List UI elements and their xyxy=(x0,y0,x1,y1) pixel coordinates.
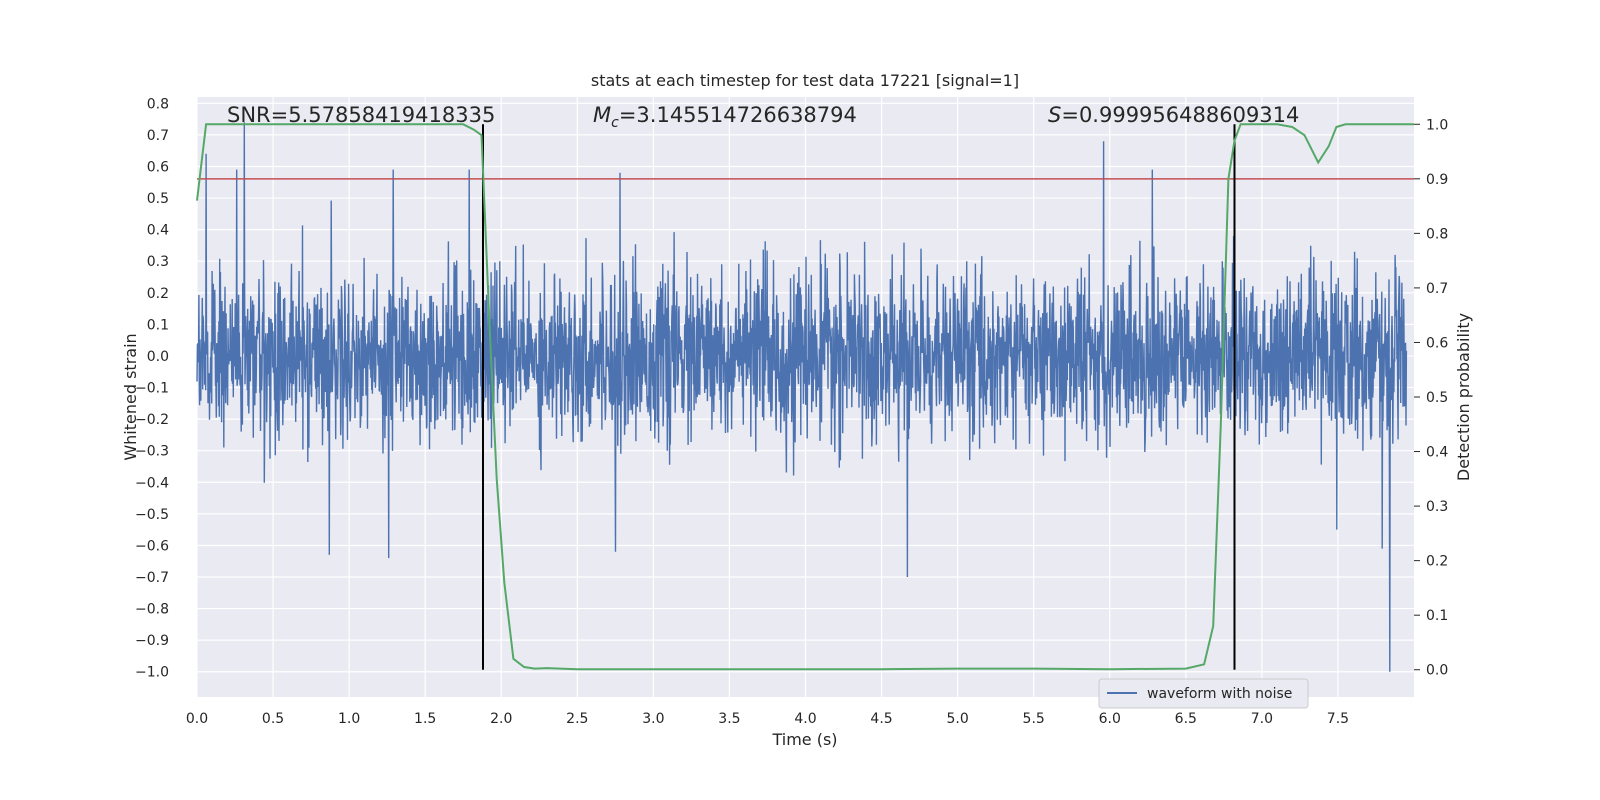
y-left-tick-label: 0.8 xyxy=(147,96,169,112)
y-right-tick-label: 0.7 xyxy=(1426,281,1448,297)
waveform-line xyxy=(196,122,1408,672)
x-tick-label: 0.5 xyxy=(262,711,284,727)
y-left-tick-label: −0.4 xyxy=(135,475,169,491)
y-right-tick-label: 0.0 xyxy=(1426,663,1448,679)
x-tick-label: 6.5 xyxy=(1175,711,1197,727)
x-tick-label: 5.5 xyxy=(1023,711,1045,727)
x-tick-label: 7.5 xyxy=(1327,711,1349,727)
y-left-tick-label: 0.0 xyxy=(147,349,169,365)
y-left-tick-label: 0.6 xyxy=(147,159,169,175)
x-tick-label: 3.5 xyxy=(718,711,740,727)
y-right-tick-label: 0.1 xyxy=(1426,608,1448,624)
x-tick-label: 3.0 xyxy=(642,711,664,727)
y-left-tick-label: −0.3 xyxy=(135,444,169,460)
probability-series xyxy=(196,123,1414,671)
y-right-tick-label: 0.2 xyxy=(1426,554,1448,570)
y-left-tick-label: 0.2 xyxy=(147,286,169,302)
y-left-tick-label: −0.1 xyxy=(135,381,169,397)
snr-annotation: SNR=5.57858419418335 xyxy=(227,103,495,127)
legend-waveform-label: waveform with noise xyxy=(1147,686,1292,702)
x-tick-label: 2.0 xyxy=(490,711,512,727)
score-value: =0.999956488609314 xyxy=(1061,103,1299,127)
score-annotation: S=0.999956488609314 xyxy=(1048,103,1299,127)
y-left-tick-label: 0.1 xyxy=(147,317,169,333)
y-left-tick-label: −0.2 xyxy=(135,412,169,428)
y-left-tick-label: −0.5 xyxy=(135,507,169,523)
y-left-tick-label: 0.3 xyxy=(147,254,169,270)
x-tick-label: 2.5 xyxy=(566,711,588,727)
chirp-mass-annotation: Mc=3.145514726638794 xyxy=(593,103,857,131)
chirp-mass-subscript: c xyxy=(611,115,619,131)
x-tick-label: 7.0 xyxy=(1251,711,1273,727)
y-right-tick-label: 0.8 xyxy=(1426,226,1448,242)
y-right-tick-label: 0.5 xyxy=(1426,390,1448,406)
x-tick-label: 5.0 xyxy=(946,711,968,727)
legend-box xyxy=(1098,678,1309,709)
y-right-tick-label: 0.4 xyxy=(1426,445,1448,461)
y-left-tick-label: 0.7 xyxy=(147,128,169,144)
y-left-tick-label: 0.4 xyxy=(147,223,169,239)
x-tick-label: 4.0 xyxy=(794,711,816,727)
y-right-tick-label: 0.9 xyxy=(1426,172,1448,188)
y-right-tick-label: 1.0 xyxy=(1426,117,1448,133)
y-axis-right-label: Detection probability xyxy=(1454,313,1473,481)
y-axis-left-label: Whitened strain xyxy=(121,333,140,460)
x-tick-label: 1.5 xyxy=(414,711,436,727)
chirp-mass-symbol: M xyxy=(593,103,611,127)
y-left-tick-label: −1.0 xyxy=(135,665,169,681)
waveform-series xyxy=(196,122,1408,672)
y-right-tick-label: 0.3 xyxy=(1426,499,1448,515)
x-tick-label: 4.5 xyxy=(870,711,892,727)
y-left-tick-label: 0.5 xyxy=(147,191,169,207)
probability-line xyxy=(196,123,1414,671)
x-tick-label: 0.0 xyxy=(186,711,208,727)
y-left-tick-label: −0.8 xyxy=(135,602,169,618)
y-right-tick-label: 0.6 xyxy=(1426,335,1448,351)
x-tick-label: 6.0 xyxy=(1099,711,1121,727)
overlay-lines xyxy=(197,124,1414,670)
score-symbol: S xyxy=(1048,103,1061,127)
chart-title: stats at each timestep for test data 172… xyxy=(591,71,1019,90)
y-left-tick-label: −0.7 xyxy=(135,570,169,586)
x-axis-label: Time (s) xyxy=(771,730,837,749)
legend: waveform with noise xyxy=(1098,678,1309,709)
chirp-mass-value: =3.145514726638794 xyxy=(619,103,857,127)
y-left-tick-label: −0.6 xyxy=(135,538,169,554)
y-left-tick-label: −0.9 xyxy=(135,633,169,649)
tick-labels: 0.0 0.5 1.0 1.5 2.0 2.5 3.0 3.5 4.0 4.5 5.0 5.5 6.0 6… xyxy=(135,96,1448,727)
x-tick-label: 1.0 xyxy=(338,711,360,727)
